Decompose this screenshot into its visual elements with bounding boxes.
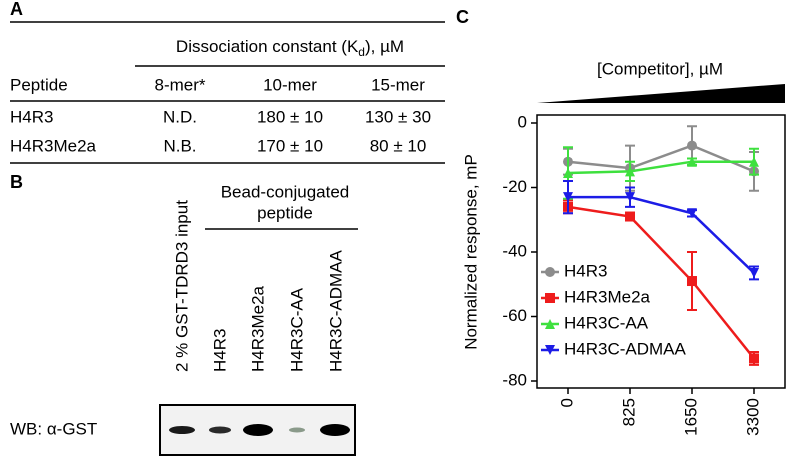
series-line (567, 144, 755, 173)
group-label: Bead-conjugated (221, 182, 350, 201)
x-tick-label: 1650 (681, 398, 700, 436)
table-cell: 130 ± 30 (365, 107, 431, 126)
chart-title: [Competitor], µM (597, 59, 723, 78)
series-line (567, 205, 755, 360)
lanes: H4R3 H4R3Me2a H4R3C-AA H4R3C-ADMAA (210, 249, 345, 372)
table-cell: H4R3 (10, 107, 53, 126)
marker (687, 276, 697, 287)
x-tick-label: 3300 (743, 398, 762, 436)
panel-label: A (10, 0, 23, 19)
band (209, 426, 231, 434)
marker (687, 156, 697, 167)
lane-label: H4R3C-AA (287, 287, 306, 372)
marker (687, 208, 697, 219)
header-subscript: d (358, 45, 365, 59)
panel-label: C (456, 7, 469, 27)
table-cell: 170 ± 10 (257, 136, 323, 155)
lane-label: H4R3Me2a (248, 285, 267, 372)
x-tick-label: 0 (557, 398, 576, 407)
marker (749, 267, 759, 278)
marker (545, 345, 555, 355)
x-tick-label: 825 (619, 398, 638, 426)
table: Peptide 8-mer* 10-mer 15-mer H4R3 N.D. 180 ± 1… (10, 75, 431, 155)
column-header: 10-mer (263, 75, 317, 94)
marker (625, 211, 635, 222)
y-tick-label: -80 (502, 370, 527, 389)
band (289, 427, 305, 433)
lane-label: H4R3 (210, 329, 229, 372)
table-header: Dissociation constant (Kd), µM (176, 37, 404, 59)
chart: 0 -20 -40 -60 -80 0 825 1650 3300 H4R3 H4R3Me2a H4R… (502, 112, 762, 435)
y-tick-label: 0 (518, 112, 527, 131)
y-tick-label: -60 (502, 306, 527, 325)
column-header: 8-mer* (154, 75, 205, 94)
column-header: 15-mer (371, 75, 425, 94)
table-cell: H4R3Me2a (10, 136, 97, 155)
y-axis-label: Normalized response, mP (461, 154, 480, 350)
marker (687, 140, 697, 151)
band (169, 426, 195, 434)
column-header: Peptide (10, 75, 68, 94)
marker (749, 353, 759, 364)
table-cell: 80 ± 10 (370, 136, 427, 155)
series-line (568, 195, 755, 274)
y-tick-label: -40 (502, 241, 527, 260)
group-label: peptide (257, 203, 313, 222)
band (243, 424, 273, 436)
legend-label: H4R3C-AA (564, 313, 649, 332)
marker (749, 156, 759, 167)
table-cell: N.D. (163, 107, 197, 126)
band (320, 424, 350, 436)
panel-label: B (10, 172, 23, 192)
marker (545, 319, 555, 329)
table-cell: N.B. (163, 136, 196, 155)
lane-label: 2 % GST-TDRD3 input (172, 200, 191, 372)
marker (625, 192, 635, 203)
marker (563, 192, 573, 203)
table-cell: 180 ± 10 (257, 107, 323, 126)
marker (545, 267, 555, 277)
header-text: ), µM (365, 37, 404, 56)
header-text: Dissociation constant (K (176, 37, 359, 56)
series-line (567, 160, 754, 175)
concentration-wedge (537, 84, 785, 103)
lane-label: H4R3C-ADMAA (326, 249, 345, 372)
legend-label: H4R3Me2a (564, 287, 651, 306)
marker (625, 166, 635, 177)
y-tick-label: -20 (502, 177, 527, 196)
legend-label: H4R3 (564, 261, 607, 280)
legend-label: H4R3C-ADMAA (564, 339, 687, 358)
marker (545, 293, 555, 303)
marker (563, 167, 573, 178)
blot-label: WB: α-GST (10, 419, 97, 438)
